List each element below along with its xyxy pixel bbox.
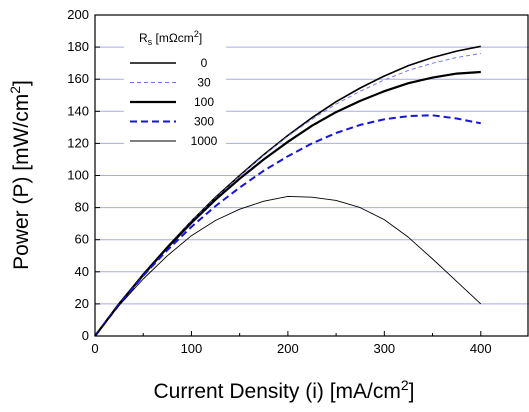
legend-label-30: 30 [197,76,211,90]
y-tick-label-0: 0 [82,328,89,343]
series-group [94,45,482,337]
y-tick-label-160: 160 [67,71,89,86]
legend: Rs [mΩcm2] 0 30 100 300 1000 [124,22,226,152]
legend-entries: 0 30 100 300 1000 [130,56,218,148]
legend-box [124,22,226,152]
y-tick-label-40: 40 [75,264,89,279]
legend-label-300: 300 [194,115,214,129]
legend-label-0: 0 [201,56,208,70]
x-tick-label-100: 100 [181,341,203,356]
x-tick-label-400: 400 [470,341,492,356]
y-tick-label-120: 120 [67,135,89,150]
x-tick-label-0: 0 [91,341,98,356]
y-tick-label-200: 200 [67,7,89,22]
y-tick-label-140: 140 [67,103,89,118]
y-tick-label-180: 180 [67,39,89,54]
x-tick-label-200: 200 [277,341,299,356]
y-tick-label-100: 100 [67,168,89,183]
y-tick-label-80: 80 [75,200,89,215]
y-tick-label-60: 60 [75,232,89,247]
series-line-1000 [94,195,482,337]
x-axis-title: Current Density (i) [mA/cm2] [153,377,414,403]
legend-title: Rs [mΩcm2] [139,29,202,47]
legend-label-100: 100 [194,95,214,109]
series-line-300 [94,114,481,337]
x-tick-label-300: 300 [373,341,395,356]
legend-label-1000: 1000 [191,134,218,148]
y-tick-label-20: 20 [75,296,89,311]
series-line-100 [94,70,481,337]
y-axis-title: Power (P) [mW/cm2] [7,80,33,270]
